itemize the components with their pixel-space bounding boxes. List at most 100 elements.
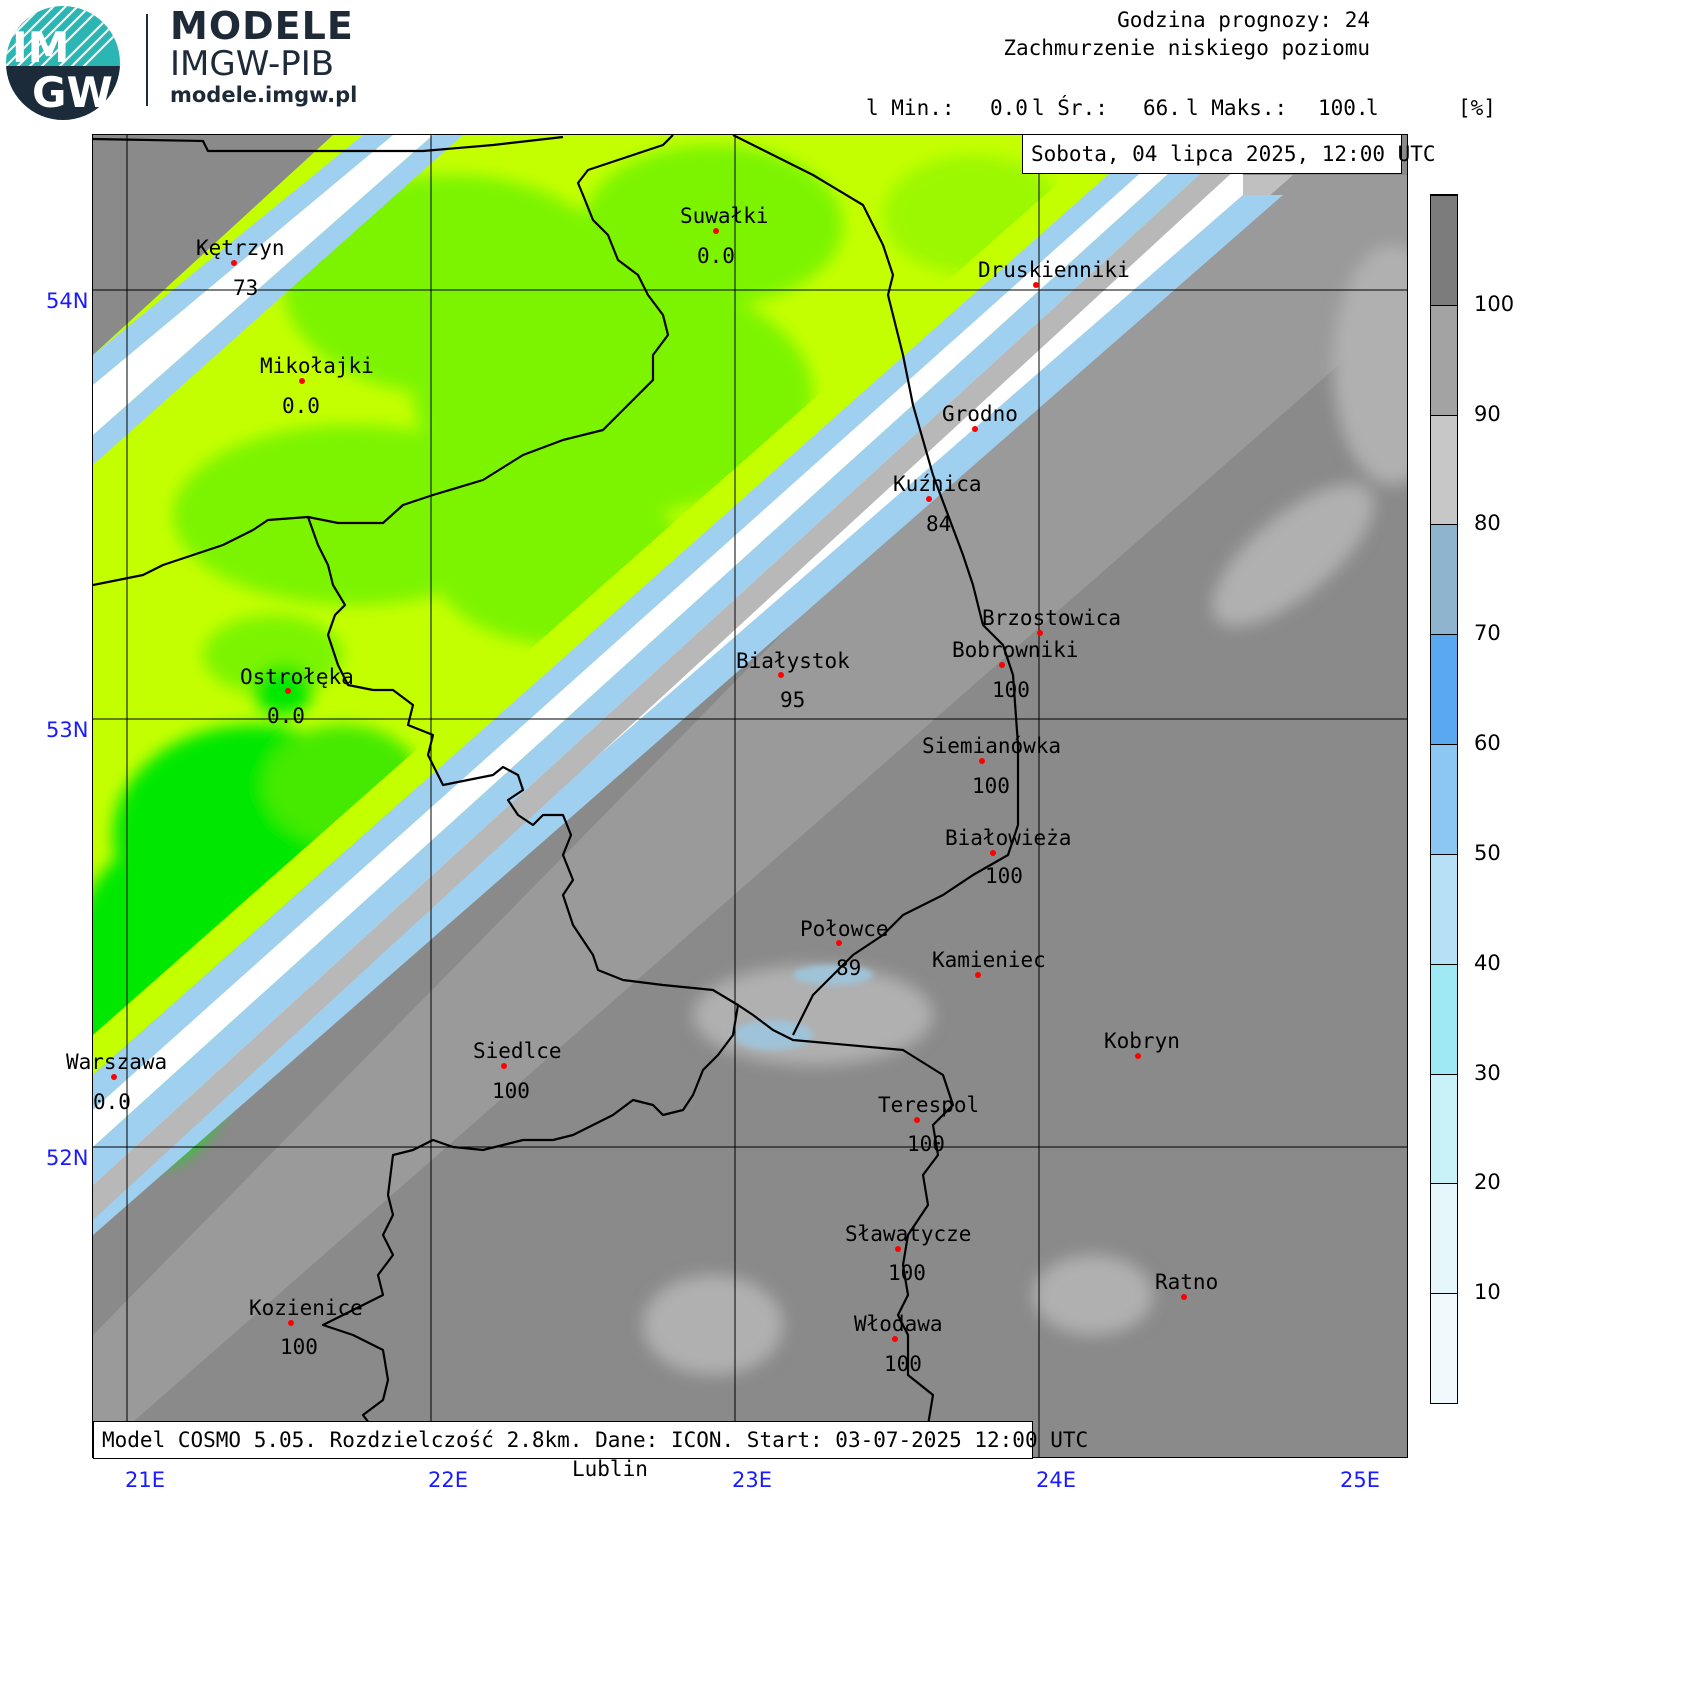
city-value-siedlce: 100	[492, 1079, 530, 1103]
city-dot-grodno	[972, 426, 978, 432]
legend-swatch	[1431, 853, 1457, 964]
city-dot-warszawa	[111, 1074, 117, 1080]
legend-swatch	[1431, 195, 1457, 305]
city-value-wlodawa: 100	[884, 1352, 922, 1376]
city-value-ostroleka: 0.0	[267, 704, 305, 728]
legend-label-50: 50	[1474, 840, 1501, 865]
city-value-warszawa: 0.0	[93, 1090, 131, 1114]
lon-label-23e: 23E	[732, 1468, 772, 1492]
city-name-suwalki: Suwałki	[680, 204, 769, 228]
city-dot-bialystok	[778, 672, 784, 678]
city-name-bialowieza: Białowieża	[945, 826, 1072, 850]
admin-borders	[93, 135, 1020, 1457]
city-dot-kamieniec	[975, 972, 981, 978]
city-dot-siemianowka	[979, 758, 985, 764]
city-value-kozienice: 100	[280, 1335, 318, 1359]
city-value-terespol: 100	[907, 1132, 945, 1156]
brand-url[interactable]: modele.imgw.pl	[170, 83, 358, 107]
city-dot-ostroleka	[285, 688, 291, 694]
lon-label-21e: 21E	[125, 1468, 165, 1492]
legend-swatch	[1431, 963, 1457, 1074]
imgw-logo[interactable]: IM GW	[4, 4, 122, 122]
city-name-kuznica: Kuźnica	[893, 472, 982, 496]
legend-label-20: 20	[1474, 1170, 1501, 1195]
legend-label-40: 40	[1474, 950, 1501, 975]
legend-label-70: 70	[1474, 621, 1501, 646]
stat-avg-value: 66.	[1143, 96, 1181, 120]
city-value-ketrzyn: 73	[233, 276, 259, 300]
city-value-bialystok: 95	[780, 688, 806, 712]
city-dot-kobryn	[1135, 1053, 1141, 1059]
city-name-slawatycze: Sławatycze	[845, 1222, 972, 1246]
city-value-bialowieza: 100	[985, 864, 1023, 888]
legend-label-100: 100	[1474, 291, 1515, 316]
city-dot-mikolajki	[299, 378, 305, 384]
city-value-siemianowka: 100	[972, 774, 1010, 798]
valid-date-box: Sobota, 04 lipca 2025, 12:00 UTC	[1022, 134, 1436, 174]
city-name-kobryn: Kobryn	[1104, 1029, 1180, 1053]
city-value-polowce: 89	[836, 956, 862, 980]
city-dot-kuznica	[926, 496, 932, 502]
city-dot-siedlce	[501, 1063, 507, 1069]
legend-colorbar	[1430, 194, 1458, 1404]
city-name-bobrowniki: Bobrowniki	[952, 638, 1079, 662]
city-name-brzostowica: Brzostowica	[982, 606, 1122, 630]
city-dot-brzostowica	[1037, 630, 1043, 636]
city-dot-polowce	[836, 940, 842, 946]
stat-min-label: l Min.:	[866, 96, 955, 120]
legend-label-60: 60	[1474, 731, 1501, 756]
city-value-kuznica: 84	[926, 512, 952, 536]
city-dot-druskienniki	[1033, 282, 1039, 288]
city-name-warszawa: Warszawa	[66, 1050, 168, 1074]
legend-label-30: 30	[1474, 1060, 1501, 1085]
grid-lines	[93, 135, 1407, 1457]
blue-band-nw	[93, 135, 463, 465]
lon-label-24e: 24E	[1036, 1468, 1076, 1492]
city-dot-bobrowniki	[999, 662, 1005, 668]
lon-label-22e: 22E	[428, 1468, 468, 1492]
city-name-polowce: Połowce	[800, 917, 889, 941]
city-dot-bialowieza	[990, 850, 996, 856]
legend-swatch	[1431, 414, 1457, 525]
city-name-kozienice: Kozienice	[249, 1296, 363, 1320]
city-name-druskienniki: Druskienniki	[978, 258, 1130, 282]
logo-text-top: IM	[12, 23, 69, 72]
stat-max-label: l Maks.:	[1186, 96, 1288, 120]
brand-line1: MODELE	[170, 4, 354, 48]
legend-label-80: 80	[1474, 511, 1501, 536]
city-name-mikolajki: Mikołajki	[260, 354, 374, 378]
city-dot-terespol	[914, 1117, 920, 1123]
city-dot-wlodawa	[892, 1336, 898, 1342]
city-value-slawatycze: 100	[888, 1261, 926, 1285]
lat-label-54n: 54N	[46, 289, 89, 313]
map-panel[interactable]	[92, 134, 1408, 1458]
city-dot-suwalki	[713, 228, 719, 234]
logo-divider	[146, 14, 148, 106]
forecast-hour: Godzina prognozy: 24	[1117, 8, 1370, 32]
city-name-ketrzyn: Kętrzyn	[196, 236, 285, 260]
cloud-map	[93, 135, 1407, 1457]
stat-avg-label: l Śr.:	[1032, 96, 1108, 120]
legend-label-90: 90	[1474, 401, 1501, 426]
city-dot-kozienice	[288, 1320, 294, 1326]
label-lublin: Lublin	[572, 1457, 648, 1481]
legend-label-10: 10	[1474, 1280, 1501, 1305]
legend-swatch	[1431, 1183, 1457, 1294]
legend-swatch	[1431, 304, 1457, 415]
city-value-suwalki: 0.0	[697, 244, 735, 268]
city-name-ratno: Ratno	[1155, 1270, 1219, 1294]
model-info-box: Model COSMO 5.05. Rozdzielczość 2.8km. D…	[93, 1421, 1088, 1459]
city-dot-slawatycze	[895, 1246, 901, 1252]
logo-text-bottom: GW	[32, 68, 113, 117]
parameter-title: Zachmurzenie niskiego poziomu	[1003, 36, 1370, 60]
city-name-terespol: Terespol	[878, 1093, 980, 1117]
stat-unit: [%]	[1458, 96, 1496, 120]
city-value-bobrowniki: 100	[992, 678, 1030, 702]
legend-swatch	[1431, 1073, 1457, 1184]
light-gray-patches	[643, 245, 1407, 1375]
lon-label-25e: 25E	[1340, 1468, 1380, 1492]
city-dot-ratno	[1181, 1294, 1187, 1300]
brand-line2: IMGW-PIB	[170, 44, 335, 84]
legend-swatch	[1431, 1293, 1457, 1403]
blue-band-main	[93, 195, 1283, 1235]
